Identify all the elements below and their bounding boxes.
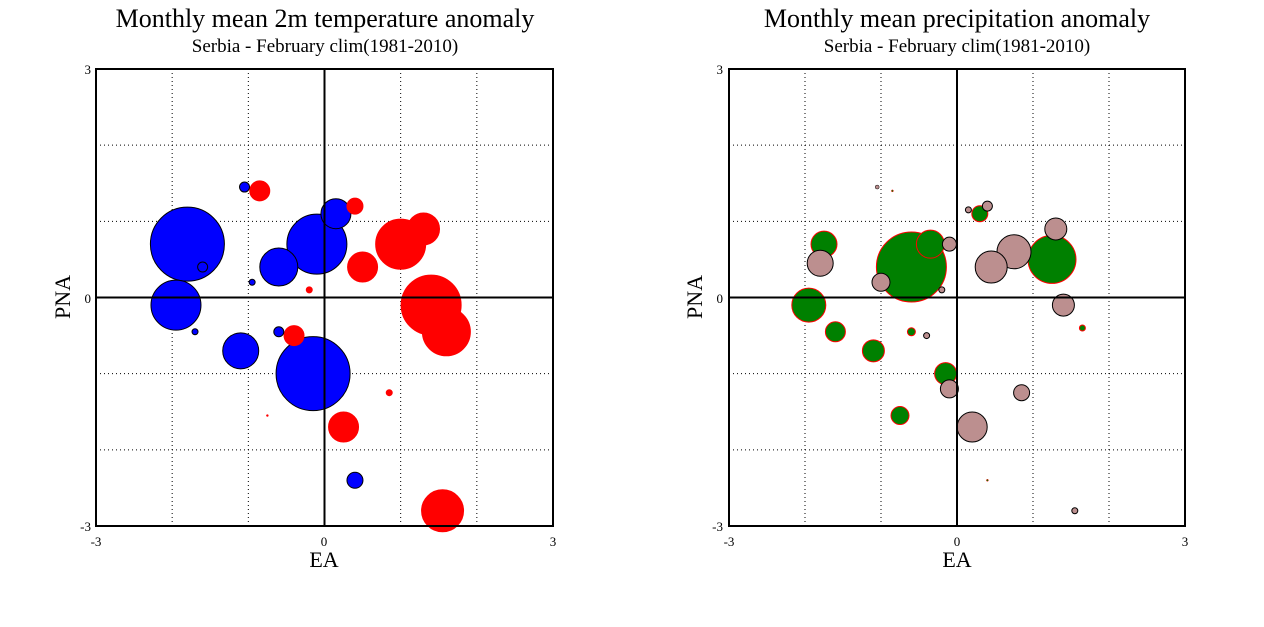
bubble-positive [421, 307, 471, 357]
bubble-negative [964, 206, 972, 214]
bubble-negative [320, 198, 352, 230]
bubble-positive [328, 411, 360, 443]
bubble-negative [938, 286, 946, 294]
y-tick-zero: 0 [717, 291, 724, 306]
bubble-negative [197, 261, 209, 273]
bubble-positive [385, 389, 393, 397]
bubble-negative [222, 332, 260, 370]
bubble-positive [421, 489, 465, 533]
bubble-negative [239, 181, 251, 193]
bubble-positive [824, 321, 846, 343]
chart-title: Monthly mean precipitation anomaly [764, 4, 1150, 33]
zero-axes [729, 69, 1185, 526]
bubble-negative [273, 326, 285, 338]
x-tick-zero: 0 [954, 534, 961, 549]
bubble-negative [871, 272, 891, 292]
bubble-negative [1071, 507, 1079, 515]
y-axis-label: PNA [682, 275, 707, 319]
bubble-negative [981, 200, 993, 212]
bubble-positive [915, 229, 945, 259]
x-axis-label: EA [309, 547, 338, 572]
bubble-positive [986, 479, 989, 482]
bubble-positive [266, 414, 269, 417]
bubble-negative [1013, 384, 1031, 402]
bubble-negative [939, 379, 959, 399]
x-tick-left: -3 [91, 534, 102, 549]
bubble-negative [806, 249, 834, 277]
bubbles [149, 180, 471, 533]
bubble-negative [149, 206, 225, 282]
bubble-negative [941, 236, 957, 252]
bubble-negative [956, 411, 988, 443]
bubble-negative [346, 471, 364, 489]
bubble-positive [347, 251, 379, 283]
bubble-positive [891, 189, 894, 193]
x-tick-zero: 0 [321, 534, 328, 549]
bubble-positive [249, 180, 271, 202]
temperature-anomaly-chart: Monthly mean 2m temperature anomaly Serb… [50, 4, 556, 572]
bubble-positive [906, 327, 916, 337]
x-axis-label: EA [942, 547, 971, 572]
y-axis-label: PNA [50, 275, 75, 319]
bubble-positive [1027, 234, 1077, 284]
bubble-positive [791, 287, 827, 323]
bubble-negative [874, 184, 880, 190]
y-tick-top: 3 [85, 62, 92, 77]
bubbles [791, 184, 1086, 515]
zero-axes [96, 69, 553, 526]
y-tick-bottom: -3 [80, 519, 91, 534]
x-tick-right: 3 [550, 534, 557, 549]
bubble-negative [248, 278, 256, 286]
y-tick-bottom: -3 [712, 519, 723, 534]
x-tick-right: 3 [1182, 534, 1189, 549]
bubble-negative [923, 332, 931, 340]
bubble-negative [275, 336, 351, 412]
plot-frame [95, 68, 554, 527]
precipitation-anomaly-chart: Monthly mean precipitation anomaly Serbi… [682, 4, 1188, 572]
chart-subtitle: Serbia - February clim(1981-2010) [192, 36, 458, 57]
bubble-negative [191, 328, 199, 336]
bubble-positive [283, 325, 305, 347]
y-tick-top: 3 [717, 62, 724, 77]
x-tick-left: -3 [724, 534, 735, 549]
bubble-negative [1044, 217, 1068, 241]
bubble-negative [259, 247, 299, 287]
bubble-negative [974, 250, 1008, 284]
y-tick-zero: 0 [85, 291, 92, 306]
bubble-negative [150, 279, 202, 331]
bubble-positive [407, 212, 441, 246]
bubble-positive [305, 286, 313, 294]
bubble-negative [1051, 293, 1075, 317]
bubble-positive [346, 197, 364, 215]
chart-title: Monthly mean 2m temperature anomaly [116, 4, 535, 33]
chart-subtitle: Serbia - February clim(1981-2010) [824, 36, 1090, 57]
bubble-positive [890, 406, 910, 426]
bubble-positive [861, 339, 885, 363]
plot-frame [728, 68, 1186, 527]
bubble-negative [286, 213, 348, 275]
bubble-positive [1078, 324, 1086, 332]
